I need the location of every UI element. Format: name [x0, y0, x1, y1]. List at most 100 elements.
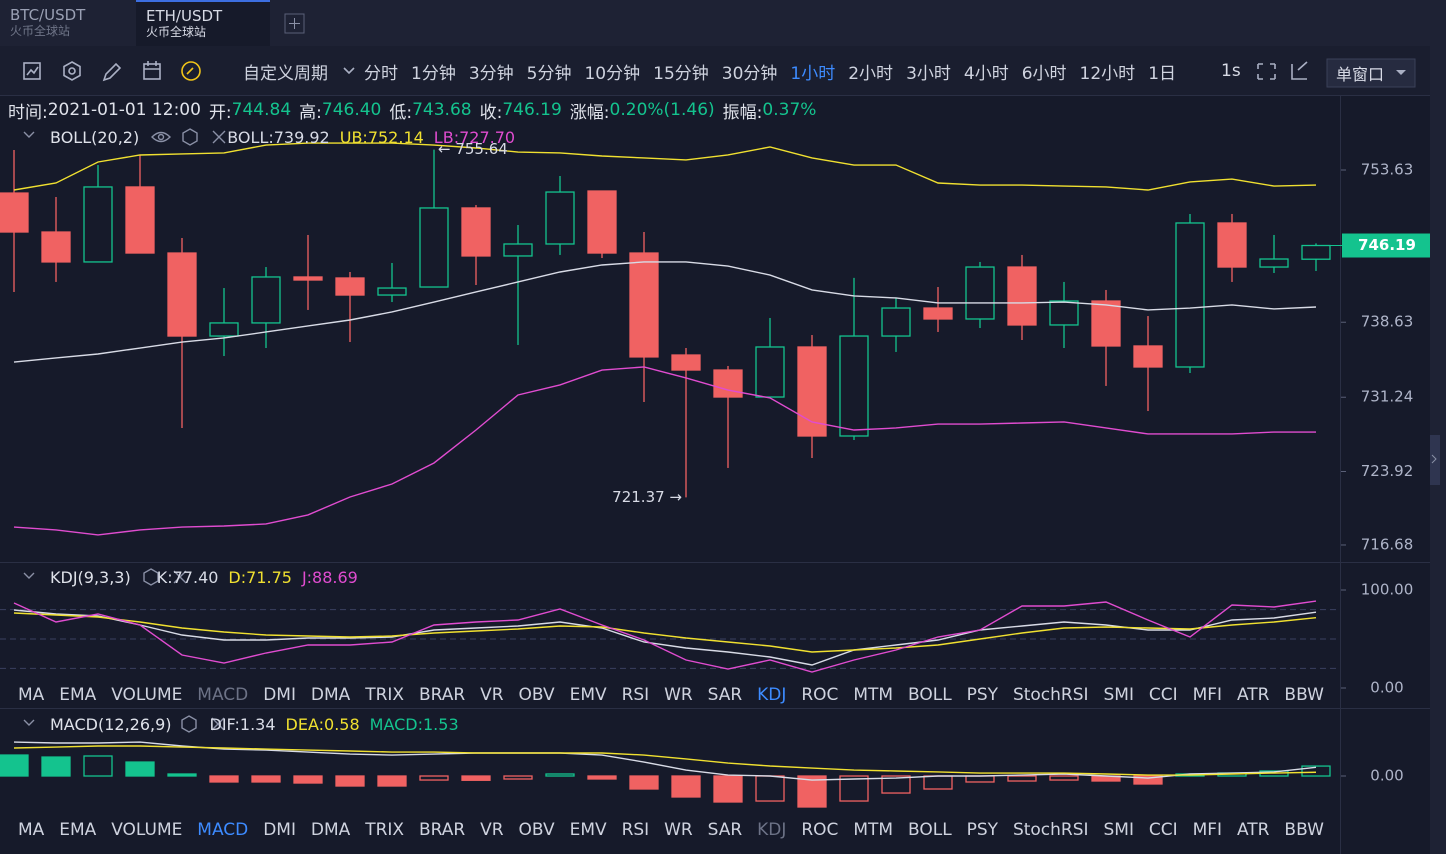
period[interactable]: 3小时 — [906, 63, 951, 84]
gear-icon[interactable] — [143, 568, 159, 586]
indicator-tab[interactable]: StochRSI — [1012, 820, 1089, 840]
indicator-tab[interactable]: BBW — [1284, 685, 1324, 705]
close-icon[interactable] — [212, 130, 226, 144]
indicator-tab[interactable]: MA — [18, 685, 45, 705]
window-mode[interactable]: 单窗口 — [1336, 65, 1385, 84]
gear-icon[interactable] — [182, 128, 198, 146]
indicator-tab[interactable]: DMA — [310, 820, 351, 840]
tab-symbol: BTC/USDT — [10, 6, 86, 24]
period[interactable]: 6小时 — [1021, 63, 1067, 84]
indicator-tab[interactable]: MTM — [853, 685, 894, 705]
info-value: 746.40 — [321, 100, 382, 120]
indicator-tab[interactable]: MFI — [1192, 685, 1223, 705]
indicator-tab[interactable]: EMA — [59, 820, 97, 840]
indicator-tab[interactable]: ATR — [1236, 820, 1270, 840]
indicator-tab[interactable]: SAR — [707, 685, 743, 705]
draw-icon[interactable] — [102, 62, 122, 82]
speed[interactable]: 1s — [1221, 61, 1241, 81]
indicator-tab[interactable]: BRAR — [418, 820, 466, 840]
indicator-tab[interactable]: RSI — [621, 685, 650, 705]
macd-bar — [797, 775, 827, 808]
gear-icon[interactable] — [181, 715, 197, 733]
collapse-icon[interactable] — [23, 131, 35, 138]
indicator-tab[interactable]: KDJ — [757, 820, 787, 840]
indicator-tab[interactable]: SMI — [1103, 685, 1134, 705]
period[interactable]: 15分钟 — [653, 63, 709, 84]
candle-body — [0, 192, 29, 233]
indicator-tab[interactable]: TRIX — [365, 820, 405, 840]
period[interactable]: 12小时 — [1079, 63, 1136, 84]
market-tab[interactable]: BTC/USDT 火币全球站 — [0, 0, 134, 46]
indicator-tab[interactable]: MFI — [1192, 820, 1223, 840]
period[interactable]: 2小时 — [848, 63, 894, 84]
indicator-tab[interactable]: PSY — [966, 820, 999, 840]
collapse-icon[interactable] — [23, 572, 35, 579]
indicator-tab[interactable]: BOLL — [907, 820, 952, 840]
eye-icon[interactable] — [151, 131, 171, 143]
indicator-tab[interactable]: TRIX — [365, 685, 405, 705]
indicator-tab[interactable]: WR — [664, 820, 693, 840]
indicator-tab[interactable]: SMI — [1103, 820, 1134, 840]
indicator-tab[interactable]: EMV — [569, 820, 607, 840]
period[interactable]: 30分钟 — [721, 63, 778, 84]
period[interactable]: 5分钟 — [526, 63, 572, 84]
indicator-tab[interactable]: VR — [480, 685, 504, 705]
indicator-line — [13, 366, 1316, 536]
period[interactable]: 4小时 — [963, 63, 1009, 84]
indicator-tab[interactable]: ATR — [1236, 685, 1270, 705]
indicator-tab[interactable]: MTM — [853, 820, 894, 840]
candle-body — [1175, 222, 1205, 368]
period[interactable]: 1小时 — [790, 63, 836, 84]
plus-icon — [289, 18, 300, 29]
period[interactable]: 分时 — [364, 63, 398, 84]
custom-period[interactable]: 自定义周期 — [243, 63, 328, 84]
close-icon[interactable] — [173, 570, 187, 584]
last-price-box — [1342, 233, 1430, 258]
indicator-tab[interactable]: DMI — [263, 820, 296, 840]
settings-icon[interactable] — [63, 61, 81, 81]
indicator-tab[interactable]: EMA — [59, 685, 97, 705]
candle-body — [1217, 222, 1247, 268]
indicator-tab[interactable]: MACD — [197, 820, 249, 840]
indicator-tab[interactable]: EMV — [569, 685, 607, 705]
candle-body — [377, 287, 407, 296]
add-tab[interactable] — [284, 13, 305, 34]
indicator-icon[interactable] — [181, 61, 201, 81]
popout-icon[interactable] — [1291, 61, 1308, 80]
indicator-tab[interactable]: BBW — [1284, 820, 1324, 840]
calendar-icon[interactable] — [143, 63, 161, 80]
macd-bar — [293, 775, 323, 784]
indicator-tab[interactable]: WR — [664, 685, 693, 705]
indicator-tab[interactable]: SAR — [707, 820, 743, 840]
indicator-tab[interactable]: StochRSI — [1012, 685, 1089, 705]
period[interactable]: 3分钟 — [468, 63, 514, 84]
indicator-tab[interactable]: CCI — [1148, 685, 1178, 705]
chart-icon[interactable] — [23, 62, 41, 80]
indicator-tab[interactable]: OBV — [518, 820, 555, 840]
indicator-tab[interactable]: ROC — [801, 685, 839, 705]
indicator-tab[interactable]: DMI — [263, 685, 296, 705]
legend-title: KDJ(9,3,3) — [50, 567, 131, 587]
indicator-tab[interactable]: DMA — [310, 685, 351, 705]
fullscreen-icon[interactable] — [1257, 63, 1276, 80]
close-icon[interactable] — [211, 717, 225, 731]
period[interactable]: 1分钟 — [411, 63, 456, 84]
collapse-icon[interactable] — [23, 719, 35, 726]
indicator-tab[interactable]: ROC — [801, 820, 839, 840]
candle-body — [335, 277, 365, 296]
indicator-tab[interactable]: VOLUME — [111, 685, 183, 705]
indicator-tab[interactable]: OBV — [518, 685, 555, 705]
indicator-tab[interactable]: MACD — [197, 685, 249, 705]
indicator-tab[interactable]: BOLL — [907, 685, 952, 705]
indicator-tab[interactable]: VOLUME — [111, 820, 183, 840]
indicator-tab[interactable]: MA — [18, 820, 45, 840]
indicator-tab[interactable]: PSY — [966, 685, 999, 705]
indicator-tab[interactable]: BRAR — [418, 685, 466, 705]
market-tab[interactable]: ETH/USDT 火币全球站 — [136, 0, 270, 46]
period[interactable]: 10分钟 — [584, 63, 641, 84]
indicator-tab[interactable]: KDJ — [757, 685, 787, 705]
indicator-tab[interactable]: VR — [480, 820, 504, 840]
indicator-tab[interactable]: CCI — [1148, 820, 1178, 840]
period[interactable]: 1日 — [1148, 63, 1177, 84]
indicator-tab[interactable]: RSI — [621, 820, 650, 840]
